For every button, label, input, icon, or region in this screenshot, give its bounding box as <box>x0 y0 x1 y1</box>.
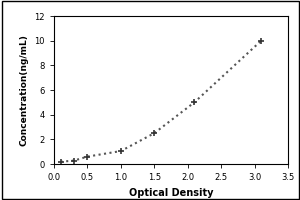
Y-axis label: Concentration(ng/mL): Concentration(ng/mL) <box>20 34 29 146</box>
X-axis label: Optical Density: Optical Density <box>129 188 213 198</box>
